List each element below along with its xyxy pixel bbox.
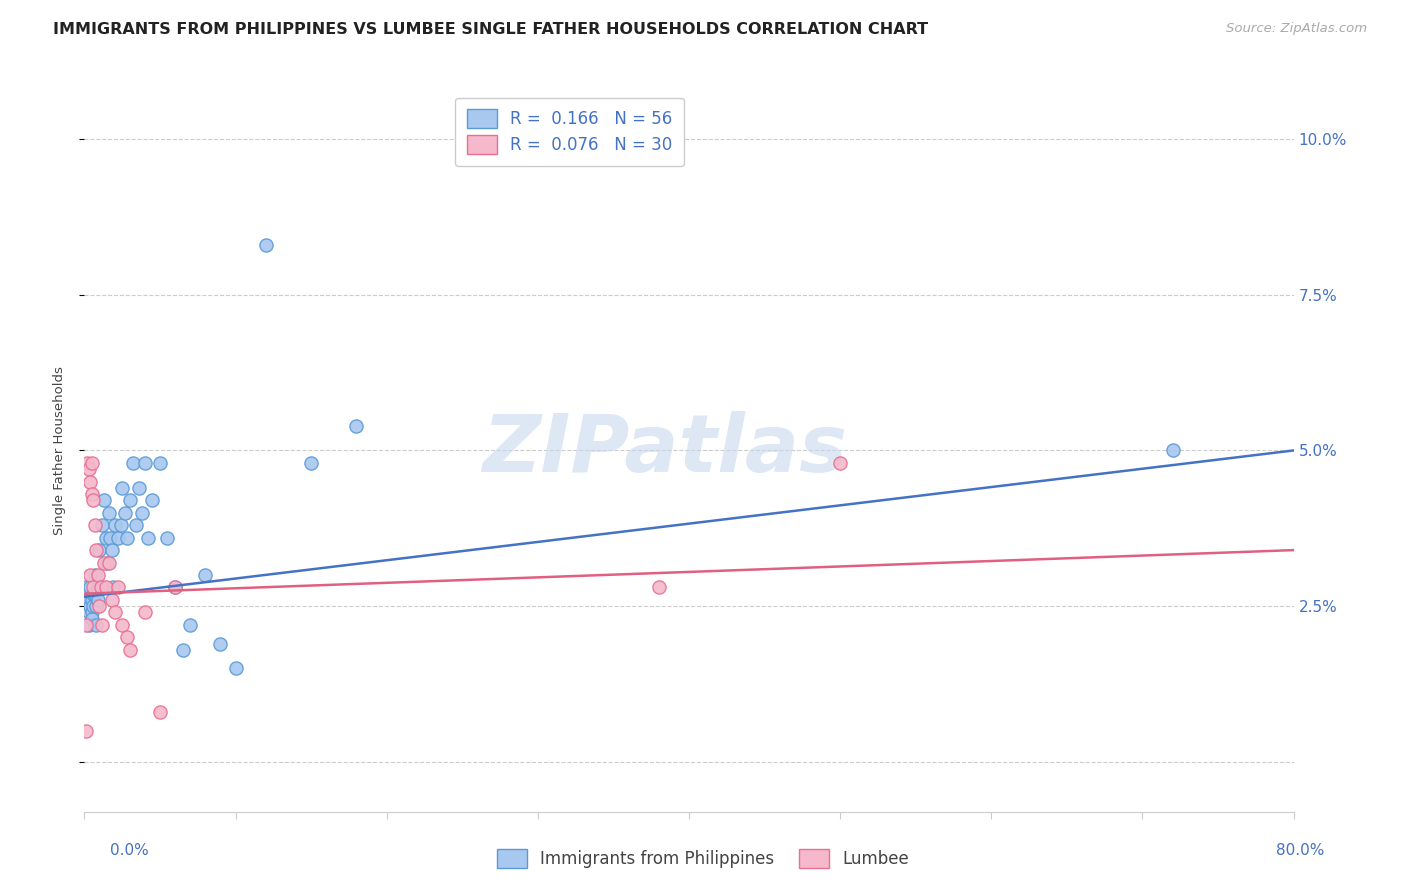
- Point: [648, 581, 671, 595]
- Text: 0.0%: 0.0%: [110, 843, 149, 858]
- Point: [1161, 443, 1184, 458]
- Point: [111, 618, 134, 632]
- Text: ZIPatlas: ZIPatlas: [482, 411, 848, 490]
- Point: [87, 581, 110, 595]
- Point: [209, 636, 232, 650]
- Text: Source: ZipAtlas.com: Source: ZipAtlas.com: [1226, 22, 1367, 36]
- Point: [77, 618, 100, 632]
- Point: [77, 606, 100, 620]
- Point: [84, 587, 107, 601]
- Point: [75, 593, 97, 607]
- Point: [299, 456, 322, 470]
- Point: [97, 506, 120, 520]
- Legend: Immigrants from Philippines, Lumbee: Immigrants from Philippines, Lumbee: [491, 842, 915, 875]
- Point: [75, 618, 97, 632]
- Point: [101, 581, 124, 595]
- Point: [89, 543, 111, 558]
- Point: [94, 531, 117, 545]
- Point: [225, 661, 247, 675]
- Point: [115, 531, 138, 545]
- Point: [118, 642, 141, 657]
- Point: [254, 238, 277, 252]
- Point: [100, 593, 122, 607]
- Point: [107, 581, 129, 595]
- Point: [96, 556, 118, 570]
- Point: [91, 518, 114, 533]
- Point: [165, 581, 187, 595]
- Point: [91, 618, 114, 632]
- Point: [100, 543, 122, 558]
- Point: [80, 456, 103, 470]
- Point: [90, 581, 112, 595]
- Point: [82, 587, 104, 601]
- Point: [76, 587, 98, 601]
- Point: [134, 456, 156, 470]
- Point: [75, 581, 97, 595]
- Point: [104, 606, 127, 620]
- Point: [86, 543, 108, 558]
- Point: [77, 462, 100, 476]
- Point: [90, 581, 112, 595]
- Point: [89, 599, 111, 614]
- Point: [86, 618, 108, 632]
- Text: IMMIGRANTS FROM PHILIPPINES VS LUMBEE SINGLE FATHER HOUSEHOLDS CORRELATION CHART: IMMIGRANTS FROM PHILIPPINES VS LUMBEE SI…: [53, 22, 928, 37]
- Point: [86, 599, 108, 614]
- Point: [76, 599, 98, 614]
- Point: [75, 723, 97, 738]
- Point: [121, 456, 143, 470]
- Point: [77, 593, 100, 607]
- Point: [87, 568, 110, 582]
- Point: [76, 456, 98, 470]
- Point: [107, 531, 129, 545]
- Point: [94, 581, 117, 595]
- Point: [80, 487, 103, 501]
- Point: [80, 606, 103, 620]
- Point: [82, 599, 104, 614]
- Point: [149, 456, 172, 470]
- Point: [97, 556, 120, 570]
- Point: [84, 518, 107, 533]
- Point: [115, 630, 138, 644]
- Point: [79, 568, 101, 582]
- Point: [111, 481, 134, 495]
- Point: [136, 531, 159, 545]
- Point: [172, 642, 194, 657]
- Point: [98, 531, 121, 545]
- Point: [104, 518, 127, 533]
- Point: [79, 475, 101, 489]
- Point: [87, 593, 110, 607]
- Point: [79, 599, 101, 614]
- Point: [165, 581, 187, 595]
- Legend: R =  0.166   N = 56, R =  0.076   N = 30: R = 0.166 N = 56, R = 0.076 N = 30: [456, 97, 685, 166]
- Y-axis label: Single Father Households: Single Father Households: [53, 366, 66, 535]
- Point: [93, 556, 115, 570]
- Point: [82, 493, 104, 508]
- Point: [114, 506, 136, 520]
- Point: [149, 705, 172, 719]
- Text: 80.0%: 80.0%: [1277, 843, 1324, 858]
- Point: [84, 568, 107, 582]
- Point: [179, 618, 201, 632]
- Point: [80, 593, 103, 607]
- Point: [128, 481, 150, 495]
- Point: [346, 418, 368, 433]
- Point: [830, 456, 852, 470]
- Point: [125, 518, 148, 533]
- Point: [118, 493, 141, 508]
- Point: [134, 606, 156, 620]
- Point: [194, 568, 217, 582]
- Point: [80, 612, 103, 626]
- Point: [110, 518, 132, 533]
- Point: [93, 493, 115, 508]
- Point: [82, 581, 104, 595]
- Point: [156, 531, 179, 545]
- Point: [79, 581, 101, 595]
- Point: [141, 493, 163, 508]
- Point: [131, 506, 153, 520]
